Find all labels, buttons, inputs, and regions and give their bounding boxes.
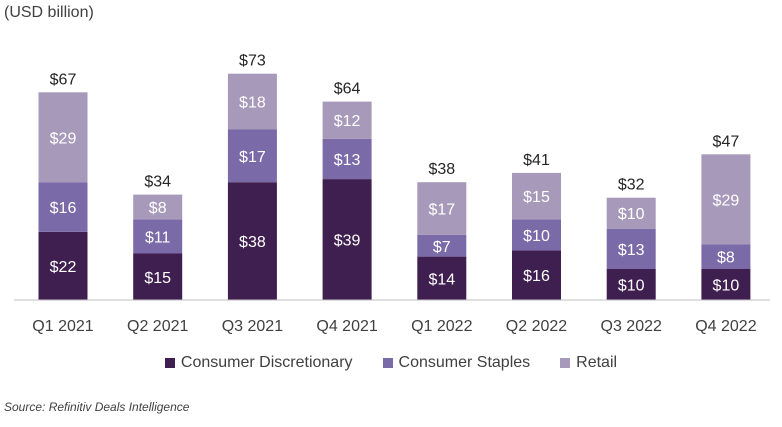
bar-total-label: $34 xyxy=(144,174,171,191)
bar-consumer-staples xyxy=(227,129,277,183)
bar-value-label: $13 xyxy=(334,152,361,169)
legend-swatch xyxy=(382,358,393,368)
bar-value-label: $14 xyxy=(428,271,455,288)
x-tick-label: Q4 2021 xyxy=(316,318,377,335)
bar-consumer-discretionary xyxy=(606,269,656,300)
bar-value-label: $29 xyxy=(50,130,77,147)
bar-value-label: $17 xyxy=(239,149,266,166)
bar-consumer-staples xyxy=(322,138,372,180)
x-tick-label: Q1 2021 xyxy=(32,318,93,335)
bar-total-label: $32 xyxy=(618,177,645,194)
bar-value-label: $29 xyxy=(713,192,740,209)
bar-consumer-discretionary xyxy=(701,269,751,300)
legend-item: Consumer Discretionary xyxy=(164,354,353,372)
x-tick-label: Q2 2022 xyxy=(506,318,567,335)
x-tick-label: Q4 2022 xyxy=(695,318,756,335)
bar-total-label: $67 xyxy=(50,71,77,88)
bar-consumer-staples xyxy=(606,228,656,269)
x-tick-label: Q2 2021 xyxy=(127,318,188,335)
bar-retail xyxy=(38,92,88,183)
legend-item: Retail xyxy=(560,354,617,372)
bar-retail xyxy=(133,194,183,220)
legend-label: Consumer Staples xyxy=(398,354,531,371)
legend: Consumer Discretionary Consumer Staples Re… xyxy=(0,354,782,372)
bar-value-label: $10 xyxy=(618,278,645,295)
bar-value-label: $39 xyxy=(334,233,361,250)
bar-value-label: $7 xyxy=(433,239,451,256)
bar-consumer-discretionary xyxy=(512,250,561,300)
bar-consumer-discretionary xyxy=(133,253,183,300)
bar-retail xyxy=(512,172,561,220)
bar-consumer-discretionary xyxy=(227,182,277,300)
bar-value-label: $16 xyxy=(523,268,550,285)
bar-value-label: $16 xyxy=(50,200,77,217)
bar-consumer-staples xyxy=(512,219,561,251)
legend-label: Retail xyxy=(576,354,618,371)
bar-consumer-staples xyxy=(133,219,183,254)
x-tick-label: Q1 2022 xyxy=(411,318,472,335)
unit-label: (USD billion) xyxy=(4,4,94,21)
bar-value-label: $8 xyxy=(717,250,735,267)
legend-label: Consumer Discretionary xyxy=(180,354,353,371)
bar-total-label: $64 xyxy=(334,81,361,98)
bar-consumer-staples xyxy=(38,182,88,232)
bar-value-label: $22 xyxy=(50,259,77,276)
bar-value-label: $13 xyxy=(618,242,645,259)
bar-consumer-discretionary xyxy=(322,179,372,300)
bar-value-label: $11 xyxy=(145,229,171,246)
bar-consumer-discretionary xyxy=(417,256,467,300)
bar-value-label: $17 xyxy=(428,202,455,219)
bar-retail xyxy=(322,101,372,139)
legend-swatch xyxy=(164,358,175,368)
x-tick-label: Q3 2022 xyxy=(601,318,662,335)
x-tick-label: Q3 2021 xyxy=(222,318,283,335)
bar-consumer-staples xyxy=(417,234,467,257)
bar-value-label: $10 xyxy=(713,278,740,295)
bar-retail xyxy=(417,182,467,235)
bar-value-label: $38 xyxy=(239,234,266,251)
bar-total-label: $38 xyxy=(428,161,455,178)
bar-retail xyxy=(227,73,277,130)
bar-value-label: $18 xyxy=(239,95,266,112)
legend-item: Consumer Staples xyxy=(382,354,531,372)
bar-value-label: $15 xyxy=(144,270,171,287)
legend-swatch xyxy=(560,358,571,368)
labels-group: $22 $16 $29 $67 Q1 2021 $15 $11 $8 $34 Q2 2021 $38… xyxy=(32,53,756,335)
bar-value-label: $10 xyxy=(523,228,550,245)
bars-group xyxy=(38,73,751,300)
bar-consumer-staples xyxy=(701,244,751,269)
bar-value-label: $8 xyxy=(149,200,167,217)
bar-value-label: $10 xyxy=(618,206,645,223)
bar-total-label: $73 xyxy=(239,53,266,70)
bar-retail xyxy=(606,197,656,229)
bar-value-label: $15 xyxy=(523,189,550,206)
bar-total-label: $41 xyxy=(523,152,550,169)
bar-consumer-discretionary xyxy=(38,231,88,300)
bar-retail xyxy=(701,154,751,245)
bar-total-label: $47 xyxy=(713,133,740,150)
bar-value-label: $12 xyxy=(334,113,361,130)
source-note: Source: Refinitiv Deals Intelligence xyxy=(4,400,190,414)
